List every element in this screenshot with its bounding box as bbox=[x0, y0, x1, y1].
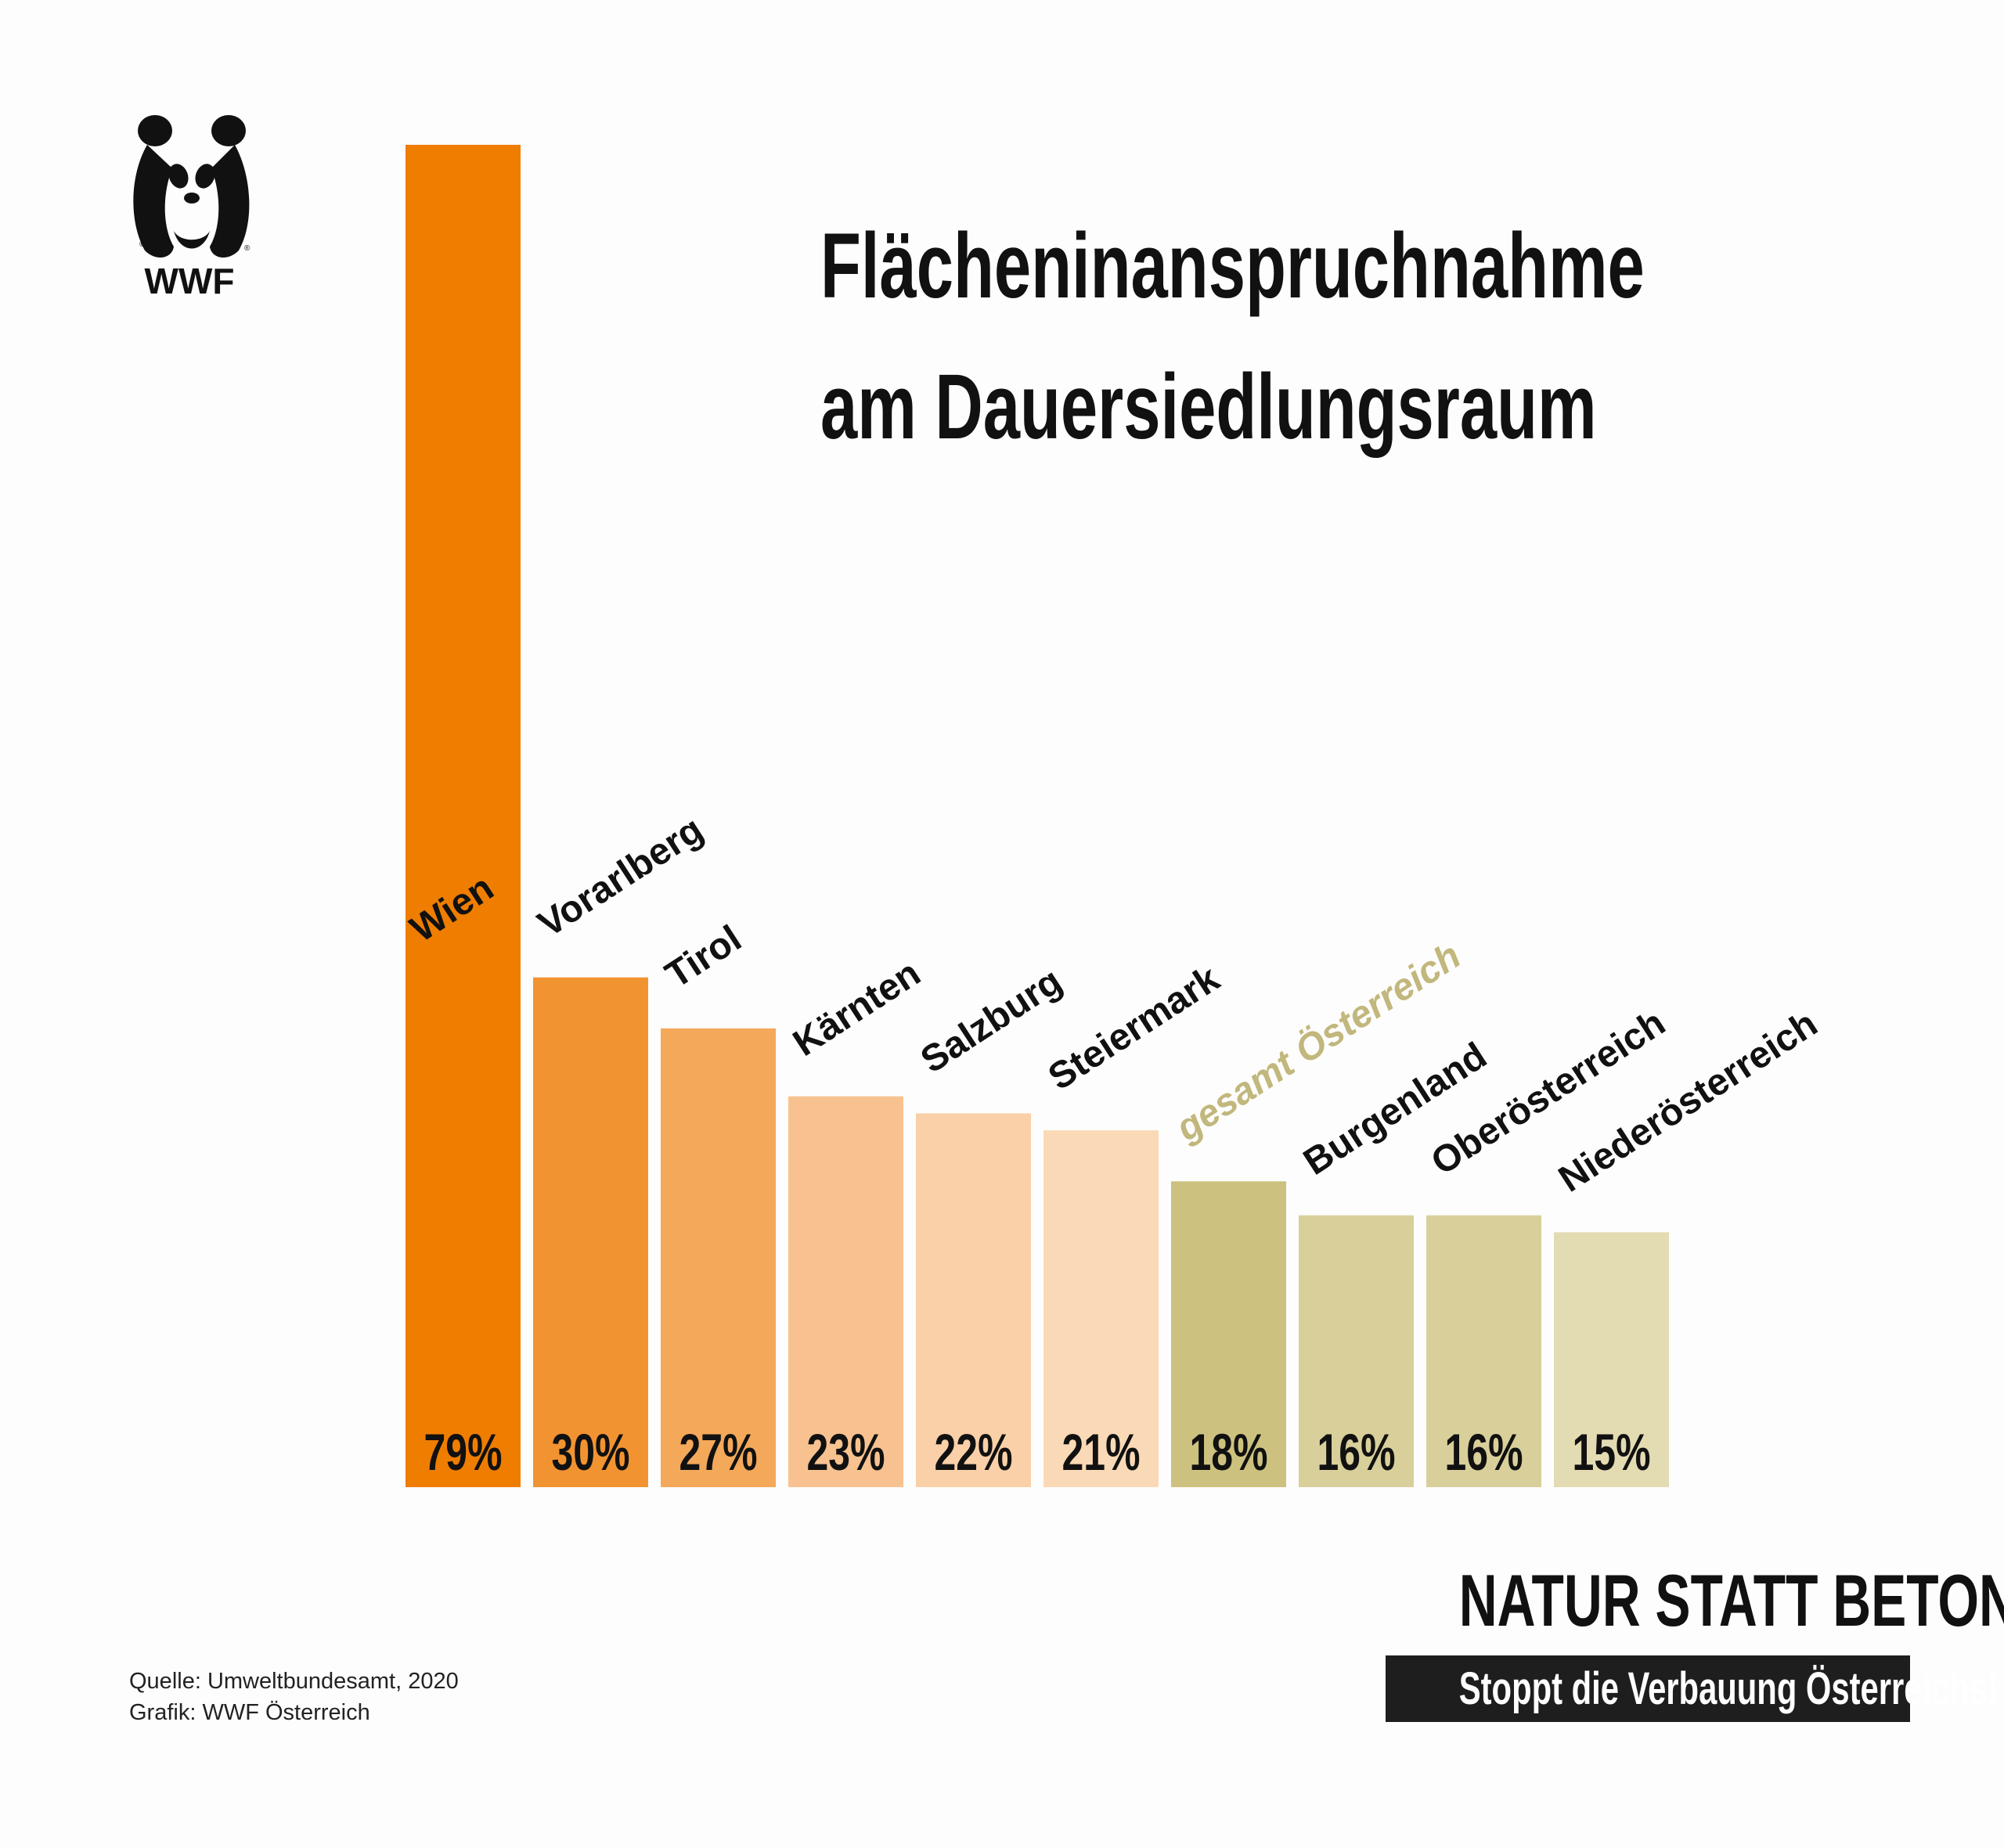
campaign-subline: Stoppt die Verbauung Österreichs! bbox=[1458, 1663, 1999, 1714]
bar-0 bbox=[405, 145, 521, 1487]
bar-9 bbox=[1554, 1232, 1669, 1487]
category-label-5: Steiermark bbox=[1041, 958, 1227, 1099]
category-label-6: gesamt Österreich bbox=[1168, 935, 1468, 1150]
value-label-1: 30% bbox=[552, 1423, 630, 1481]
bar-1 bbox=[533, 977, 648, 1487]
chart-title-line-2: am Dauersiedlungsraum bbox=[820, 355, 1597, 459]
campaign-slogan: NATUR STATT BETON bbox=[1458, 1559, 2004, 1641]
bars-group bbox=[405, 145, 1669, 1487]
category-label-1: Vorarlberg bbox=[531, 809, 710, 946]
source-note: Quelle: Umweltbundesamt, 2020 Grafik: WW… bbox=[129, 1666, 459, 1728]
bar-2 bbox=[661, 1028, 776, 1487]
value-label-6: 18% bbox=[1190, 1423, 1268, 1481]
bar-3 bbox=[788, 1096, 903, 1487]
category-label-9: Niederösterreich bbox=[1552, 1003, 1825, 1200]
value-label-7: 16% bbox=[1317, 1423, 1396, 1481]
wwf-wordmark: WWF bbox=[145, 261, 235, 301]
value-labels-group: 79% 30% 27% 23% 22% 21% 18% 16% 16% 15% bbox=[424, 1423, 1651, 1481]
value-label-2: 27% bbox=[679, 1423, 758, 1481]
campaign-subline-box: Stoppt die Verbauung Österreichs! bbox=[1386, 1655, 1999, 1722]
credit-line: Grafik: WWF Österreich bbox=[129, 1700, 370, 1725]
category-label-3: Kärnten bbox=[786, 953, 928, 1064]
bar-6 bbox=[1171, 1181, 1286, 1487]
value-label-5: 21% bbox=[1062, 1423, 1141, 1481]
wwf-panda-logo: © ® WWF bbox=[133, 115, 250, 301]
svg-text:®: ® bbox=[244, 244, 250, 253]
svg-text:©: © bbox=[139, 240, 146, 249]
value-label-0: 79% bbox=[424, 1423, 503, 1481]
value-label-3: 23% bbox=[807, 1423, 885, 1481]
bar-7 bbox=[1299, 1215, 1414, 1487]
category-label-2: Tirol bbox=[658, 917, 748, 996]
bar-4 bbox=[916, 1113, 1031, 1487]
bar-5 bbox=[1043, 1130, 1159, 1487]
value-label-4: 22% bbox=[935, 1423, 1013, 1481]
value-label-8: 16% bbox=[1445, 1423, 1523, 1481]
value-label-9: 15% bbox=[1573, 1423, 1651, 1481]
source-line: Quelle: Umweltbundesamt, 2020 bbox=[129, 1669, 459, 1694]
bar-8 bbox=[1426, 1215, 1541, 1487]
